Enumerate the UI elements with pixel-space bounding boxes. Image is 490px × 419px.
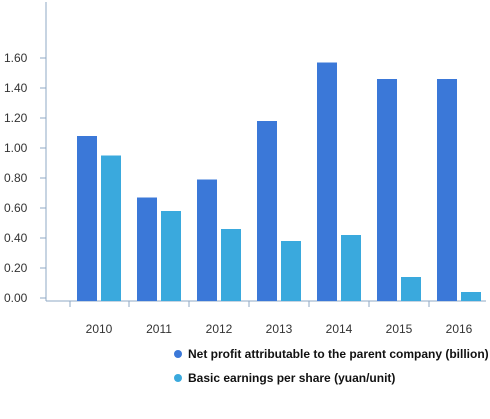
x-tick-label: 2016 [446, 322, 473, 336]
legend-marker-series-1 [174, 350, 182, 358]
bar-series-2 [341, 235, 361, 301]
bar-series-1 [317, 62, 337, 301]
y-tick-label: 1.60 [4, 51, 28, 65]
bar-series-2 [161, 211, 181, 301]
y-axis-ticks: 0.00 0.20 0.40 0.60 0.80 1.00 1.20 1.40 1.60 [4, 51, 46, 305]
bar-series-2 [461, 292, 481, 301]
legend-label-series-1: Net profit attributable to the parent co… [188, 347, 489, 361]
bars [77, 62, 481, 301]
bar-series-2 [401, 277, 421, 301]
y-tick-label: 1.20 [4, 111, 28, 125]
bar-series-2 [101, 155, 121, 301]
bar-series-1 [137, 197, 157, 301]
x-tick-label: 2015 [386, 322, 413, 336]
x-tick-label: 2010 [86, 322, 113, 336]
y-tick-label: 0.80 [4, 171, 28, 185]
y-tick-label: 0.60 [4, 201, 28, 215]
bar-series-1 [437, 79, 457, 301]
x-tick-label: 2013 [266, 322, 293, 336]
y-tick-label: 0.00 [4, 291, 28, 305]
bar-series-1 [77, 136, 97, 301]
x-tick-label: 2014 [326, 322, 353, 336]
y-tick-label: 0.40 [4, 231, 28, 245]
y-tick-label: 0.20 [4, 261, 28, 275]
x-tick-label: 2011 [146, 322, 172, 336]
bar-series-1 [377, 79, 397, 301]
x-tick-label: 2012 [206, 322, 233, 336]
bar-series-1 [197, 179, 217, 301]
bar-series-2 [221, 229, 241, 301]
x-axis-ticks: 2010 2011 2012 2013 2014 2015 2016 [69, 301, 473, 336]
y-tick-label: 1.00 [4, 141, 28, 155]
y-tick-label: 1.40 [4, 81, 28, 95]
bar-series-2 [281, 241, 301, 301]
legend-label-series-2: Basic earnings per share (yuan/unit) [188, 371, 395, 385]
legend: Net profit attributable to the parent co… [174, 347, 489, 385]
legend-marker-series-2 [174, 374, 182, 382]
bar-series-1 [257, 121, 277, 301]
